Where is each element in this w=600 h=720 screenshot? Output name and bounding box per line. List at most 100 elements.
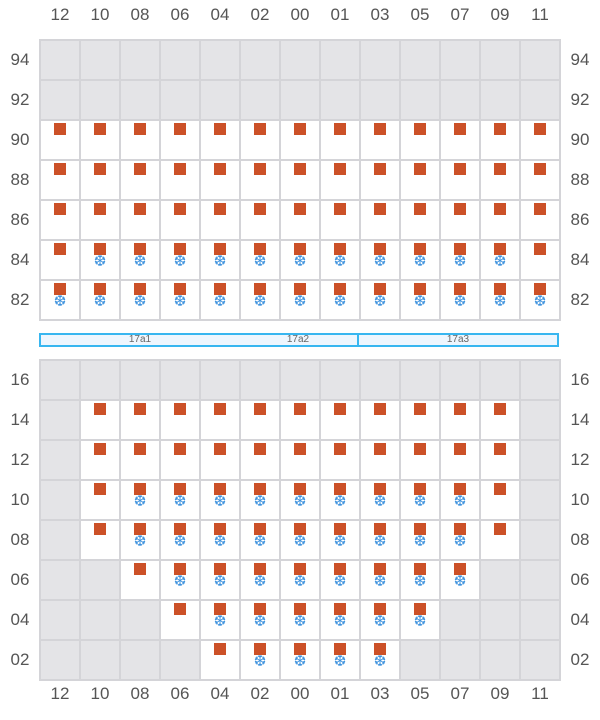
slot-cell[interactable]	[281, 121, 321, 161]
slot-cell[interactable]: ❆	[81, 241, 121, 281]
slot-cell[interactable]	[41, 121, 81, 161]
slot-cell[interactable]	[521, 241, 561, 281]
slot-cell[interactable]	[81, 161, 121, 201]
slot-cell[interactable]	[41, 201, 81, 241]
slot-cell[interactable]: ❆	[521, 281, 561, 321]
slot-cell[interactable]: ❆	[201, 601, 241, 641]
slot-cell[interactable]: ❆	[281, 281, 321, 321]
slot-cell[interactable]	[361, 201, 401, 241]
slot-cell[interactable]: ❆	[361, 521, 401, 561]
slot-cell[interactable]: ❆	[361, 481, 401, 521]
slot-cell[interactable]: ❆	[241, 481, 281, 521]
slot-cell[interactable]: ❆	[201, 561, 241, 601]
slot-cell[interactable]	[121, 401, 161, 441]
slot-cell[interactable]: ❆	[121, 281, 161, 321]
slot-cell[interactable]	[401, 201, 441, 241]
slot-cell[interactable]: ❆	[321, 601, 361, 641]
slot-cell[interactable]: ❆	[441, 241, 481, 281]
slot-cell[interactable]: ❆	[241, 521, 281, 561]
slot-cell[interactable]	[401, 401, 441, 441]
slot-cell[interactable]	[121, 121, 161, 161]
slot-cell[interactable]	[441, 201, 481, 241]
slot-cell[interactable]	[121, 161, 161, 201]
slot-cell[interactable]: ❆	[241, 281, 281, 321]
slot-cell[interactable]: ❆	[321, 561, 361, 601]
slot-cell[interactable]: ❆	[481, 241, 521, 281]
slot-cell[interactable]: ❆	[241, 561, 281, 601]
slot-cell[interactable]: ❆	[321, 521, 361, 561]
slot-cell[interactable]: ❆	[441, 521, 481, 561]
slot-cell[interactable]: ❆	[201, 521, 241, 561]
slot-cell[interactable]	[201, 401, 241, 441]
slot-cell[interactable]	[81, 521, 121, 561]
slot-cell[interactable]: ❆	[201, 281, 241, 321]
slot-cell[interactable]	[241, 441, 281, 481]
slot-cell[interactable]: ❆	[361, 601, 401, 641]
slot-cell[interactable]	[121, 201, 161, 241]
slot-cell[interactable]: ❆	[401, 481, 441, 521]
slot-cell[interactable]	[281, 441, 321, 481]
slot-cell[interactable]	[521, 201, 561, 241]
slot-cell[interactable]: ❆	[321, 641, 361, 681]
slot-cell[interactable]	[321, 441, 361, 481]
slot-cell[interactable]	[521, 121, 561, 161]
slot-cell[interactable]	[161, 121, 201, 161]
slot-cell[interactable]	[361, 401, 401, 441]
slot-cell[interactable]: ❆	[361, 241, 401, 281]
slot-cell[interactable]	[161, 161, 201, 201]
slot-cell[interactable]: ❆	[241, 241, 281, 281]
slot-cell[interactable]	[321, 121, 361, 161]
slot-cell[interactable]: ❆	[321, 281, 361, 321]
slot-cell[interactable]: ❆	[121, 481, 161, 521]
slot-cell[interactable]	[241, 201, 281, 241]
slot-cell[interactable]	[241, 121, 281, 161]
slot-cell[interactable]	[481, 481, 521, 521]
slot-cell[interactable]: ❆	[361, 561, 401, 601]
slot-cell[interactable]	[201, 161, 241, 201]
slot-cell[interactable]: ❆	[321, 241, 361, 281]
slot-cell[interactable]	[361, 161, 401, 201]
slot-cell[interactable]	[361, 441, 401, 481]
slot-cell[interactable]	[481, 201, 521, 241]
slot-cell[interactable]: ❆	[441, 561, 481, 601]
slot-cell[interactable]: ❆	[481, 281, 521, 321]
slot-cell[interactable]: ❆	[161, 521, 201, 561]
slot-cell[interactable]	[241, 161, 281, 201]
slot-cell[interactable]	[401, 441, 441, 481]
slot-cell[interactable]	[281, 401, 321, 441]
slot-cell[interactable]: ❆	[281, 561, 321, 601]
slot-cell[interactable]: ❆	[161, 481, 201, 521]
zone-17a3[interactable]: 17a3	[359, 333, 559, 347]
slot-cell[interactable]: ❆	[161, 281, 201, 321]
slot-cell[interactable]: ❆	[161, 561, 201, 601]
slot-cell[interactable]: ❆	[401, 281, 441, 321]
slot-cell[interactable]: ❆	[161, 241, 201, 281]
slot-cell[interactable]	[161, 201, 201, 241]
slot-cell[interactable]: ❆	[201, 481, 241, 521]
slot-cell[interactable]	[201, 441, 241, 481]
slot-cell[interactable]: ❆	[401, 601, 441, 641]
slot-cell[interactable]	[161, 401, 201, 441]
slot-cell[interactable]	[441, 121, 481, 161]
slot-cell[interactable]	[81, 481, 121, 521]
slot-cell[interactable]: ❆	[281, 241, 321, 281]
slot-cell[interactable]	[321, 161, 361, 201]
slot-cell[interactable]	[281, 161, 321, 201]
slot-cell[interactable]: ❆	[361, 641, 401, 681]
slot-cell[interactable]: ❆	[441, 281, 481, 321]
slot-cell[interactable]	[441, 401, 481, 441]
slot-cell[interactable]	[81, 121, 121, 161]
slot-cell[interactable]: ❆	[281, 601, 321, 641]
slot-cell[interactable]	[81, 441, 121, 481]
slot-cell[interactable]	[161, 601, 201, 641]
slot-cell[interactable]: ❆	[321, 481, 361, 521]
slot-cell[interactable]	[361, 121, 401, 161]
zone-17a1[interactable]: 17a1	[39, 333, 241, 347]
slot-cell[interactable]: ❆	[241, 641, 281, 681]
slot-cell[interactable]	[321, 201, 361, 241]
slot-cell[interactable]: ❆	[281, 481, 321, 521]
slot-cell[interactable]: ❆	[241, 601, 281, 641]
slot-cell[interactable]	[201, 641, 241, 681]
slot-cell[interactable]	[401, 121, 441, 161]
slot-cell[interactable]	[481, 121, 521, 161]
